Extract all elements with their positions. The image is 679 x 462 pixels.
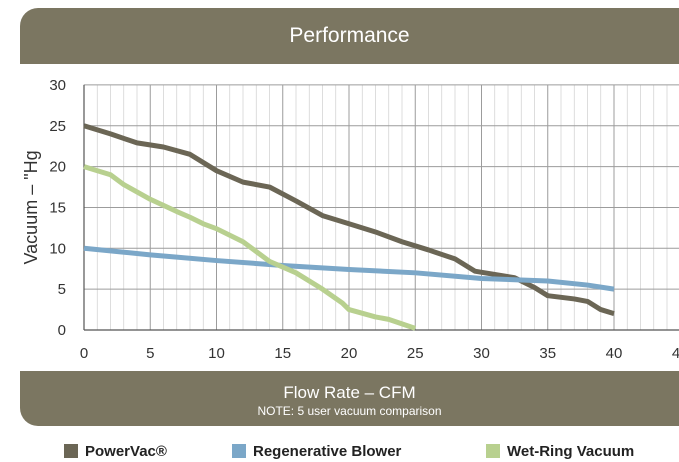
legend-swatch-regenerative-blower [232,444,246,458]
chart-frame: Performance Flow Rate – CFM NOTE: 5 user… [20,8,679,426]
x-tick-label: 15 [274,345,291,362]
legend-item-regenerative-blower: Regenerative Blower [232,440,401,462]
chart-plot: 0 5 10 15 20 25 30 0 5 10 15 20 25 30 35 40 45 Vacuum – "… [21,77,679,362]
legend-label-regenerative-blower: Regenerative Blower [253,442,402,460]
chart-footer: Flow Rate – CFM NOTE: 5 user vacuum comp… [20,371,679,426]
y-tick-label: 15 [49,199,66,216]
x-tick-label: 30 [473,345,490,362]
x-tick-label: 25 [407,345,424,362]
legend: PowerVac® Regenerative Blower Wet-Ring V… [0,440,679,462]
legend-label-powervac: PowerVac® [85,442,167,460]
legend-item-wet-ring-vacuum: Wet-Ring Vacuum [486,440,634,462]
chart-title: Performance [289,24,410,47]
legend-item-powervac: PowerVac® [64,440,167,462]
legend-swatch-powervac [64,444,78,458]
y-tick-label: 30 [49,77,66,94]
legend-label-wet-ring-vacuum: Wet-Ring Vacuum [507,442,635,460]
y-axis-label: Vacuum – "Hg [21,150,41,264]
x-tick-label: 5 [146,345,154,362]
x-tick-label: 0 [80,345,88,362]
x-tick-label: 35 [539,345,556,362]
series-line-wet-ring-vacuum [83,164,417,331]
y-tick-label: 20 [49,159,66,176]
chart-header: Performance [20,8,679,64]
x-tick-label: 20 [341,345,358,362]
series-line-powervac [83,123,615,317]
y-tick-label: 25 [49,118,66,135]
legend-swatch-wet-ring-vacuum [486,444,500,458]
x-tick-label: 40 [606,345,623,362]
y-tick-label: 0 [58,322,66,339]
chart-note: NOTE: 5 user vacuum comparison [257,404,442,418]
y-tick-label: 10 [49,240,66,257]
y-tick-label: 5 [58,281,66,298]
x-tick-label: 10 [208,345,225,362]
series-line-regenerative-blower [83,245,615,292]
x-tick-label: 45 [672,345,679,362]
x-axis-label: Flow Rate – CFM [283,383,416,402]
